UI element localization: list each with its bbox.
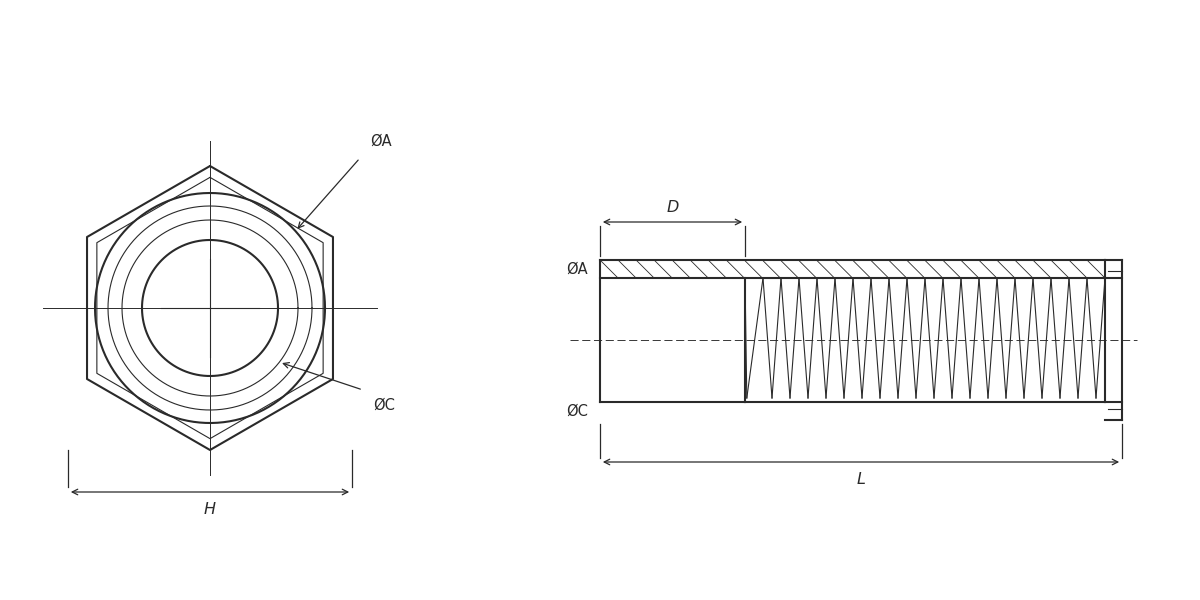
Text: ØC: ØC <box>566 403 588 419</box>
Text: H: H <box>204 502 216 517</box>
Text: ØC: ØC <box>373 398 395 413</box>
Text: D: D <box>666 200 679 215</box>
Text: ØA: ØA <box>566 262 588 277</box>
Text: ØA: ØA <box>370 134 391 149</box>
Text: L: L <box>857 472 865 487</box>
